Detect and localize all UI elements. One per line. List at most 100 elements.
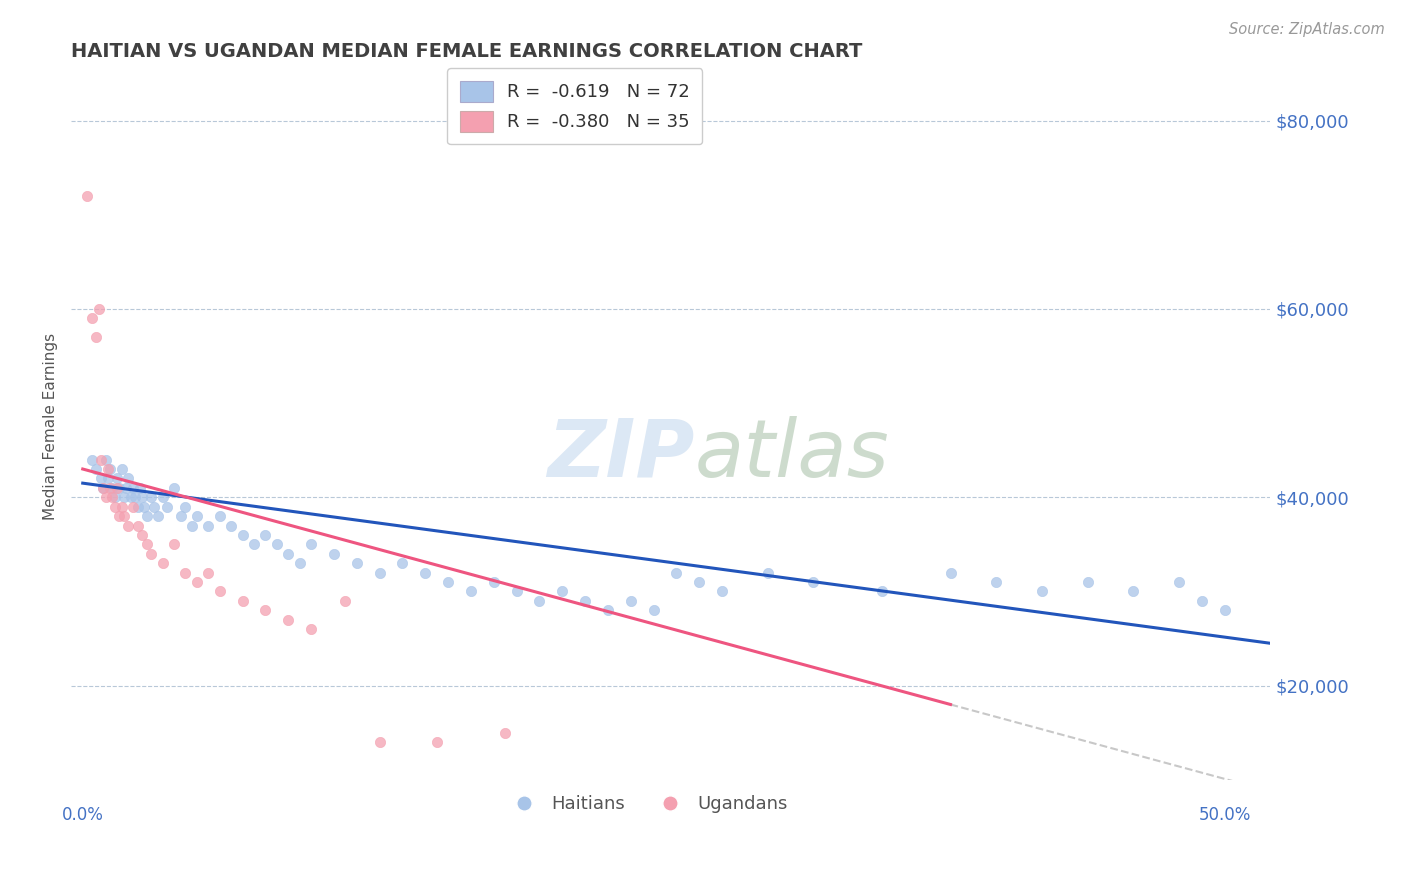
- Point: [80, 311, 103, 326]
- Point: [426, 735, 449, 749]
- Point: [152, 490, 174, 504]
- Point: [181, 518, 204, 533]
- Point: [551, 584, 574, 599]
- Point: [368, 735, 391, 749]
- Point: [141, 490, 163, 504]
- Point: [665, 566, 688, 580]
- Point: [288, 556, 311, 570]
- Point: [986, 575, 1008, 590]
- Point: [94, 452, 117, 467]
- Point: [643, 603, 665, 617]
- Point: [219, 518, 242, 533]
- Point: [152, 556, 174, 570]
- Point: [80, 452, 103, 467]
- Point: [108, 481, 131, 495]
- Point: [254, 528, 277, 542]
- Point: [98, 462, 121, 476]
- Point: [232, 594, 254, 608]
- Point: [711, 584, 734, 599]
- Point: [122, 481, 145, 495]
- Point: [299, 622, 322, 636]
- Point: [101, 481, 124, 495]
- Point: [90, 471, 112, 485]
- Point: [197, 518, 219, 533]
- Point: [110, 500, 132, 514]
- Point: [803, 575, 825, 590]
- Point: [299, 537, 322, 551]
- Text: 0.0%: 0.0%: [62, 806, 104, 824]
- Point: [1076, 575, 1098, 590]
- Point: [163, 537, 186, 551]
- Point: [170, 509, 193, 524]
- Point: [505, 584, 527, 599]
- Point: [94, 490, 117, 504]
- Point: [277, 613, 299, 627]
- Point: [104, 500, 127, 514]
- Point: [117, 518, 139, 533]
- Point: [1213, 603, 1236, 617]
- Point: [186, 575, 208, 590]
- Point: [186, 509, 208, 524]
- Point: [437, 575, 460, 590]
- Point: [1167, 575, 1189, 590]
- Text: HAITIAN VS UGANDAN MEDIAN FEMALE EARNINGS CORRELATION CHART: HAITIAN VS UGANDAN MEDIAN FEMALE EARNING…: [72, 42, 863, 61]
- Point: [105, 481, 128, 495]
- Y-axis label: Median Female Earnings: Median Female Earnings: [44, 333, 58, 520]
- Point: [97, 462, 120, 476]
- Point: [86, 330, 108, 344]
- Point: [115, 481, 138, 495]
- Point: [174, 566, 197, 580]
- Point: [131, 528, 153, 542]
- Point: [208, 509, 231, 524]
- Point: [208, 584, 231, 599]
- Point: [232, 528, 254, 542]
- Point: [335, 594, 357, 608]
- Point: [104, 490, 127, 504]
- Point: [108, 509, 131, 524]
- Point: [131, 490, 153, 504]
- Point: [413, 566, 436, 580]
- Point: [134, 500, 156, 514]
- Point: [135, 509, 157, 524]
- Point: [122, 500, 145, 514]
- Point: [91, 481, 114, 495]
- Point: [1031, 584, 1053, 599]
- Point: [939, 566, 962, 580]
- Point: [391, 556, 413, 570]
- Point: [1122, 584, 1144, 599]
- Point: [323, 547, 346, 561]
- Point: [243, 537, 266, 551]
- Point: [91, 481, 114, 495]
- Point: [127, 518, 149, 533]
- Point: [197, 566, 219, 580]
- Point: [76, 189, 98, 203]
- Text: atlas: atlas: [695, 416, 890, 494]
- Point: [870, 584, 893, 599]
- Point: [110, 462, 132, 476]
- Point: [1191, 594, 1213, 608]
- Point: [756, 566, 779, 580]
- Text: 50.0%: 50.0%: [1198, 806, 1251, 824]
- Point: [97, 471, 120, 485]
- Point: [596, 603, 619, 617]
- Point: [98, 481, 121, 495]
- Point: [128, 481, 150, 495]
- Point: [135, 537, 157, 551]
- Point: [574, 594, 596, 608]
- Text: ZIP: ZIP: [547, 416, 695, 494]
- Point: [368, 566, 391, 580]
- Point: [174, 500, 197, 514]
- Point: [101, 490, 124, 504]
- Point: [87, 301, 110, 316]
- Point: [127, 500, 149, 514]
- Point: [277, 547, 299, 561]
- Point: [105, 471, 128, 485]
- Point: [86, 462, 108, 476]
- Point: [620, 594, 643, 608]
- Point: [529, 594, 551, 608]
- Legend: Haitians, Ugandans: Haitians, Ugandans: [499, 788, 794, 821]
- Point: [112, 490, 135, 504]
- Point: [266, 537, 288, 551]
- Point: [688, 575, 710, 590]
- Point: [460, 584, 482, 599]
